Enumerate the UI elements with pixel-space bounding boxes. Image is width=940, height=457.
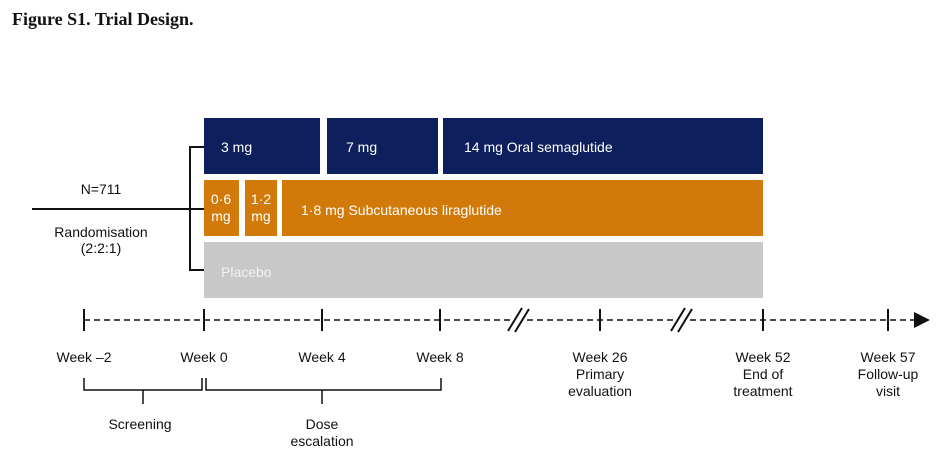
sema-3mg-label: 3 mg [221,139,252,155]
screening-bracket [83,378,203,404]
sema-7mg-label: 7 mg [346,139,377,155]
timeline-label: Week 26 [573,349,628,365]
dose-escalation-bracket [205,378,442,404]
figure-title: Figure S1. Trial Design. [12,9,194,29]
lira-1.8mg-bar [282,180,763,236]
randomisation-bracket [189,146,204,271]
lira-1.2-dose: 1·2 [251,191,271,207]
dose-escalation-label-2: escalation [290,433,353,449]
placebo-label: Placebo [221,264,272,280]
axis-break-2 [670,307,693,333]
dose-escalation-label-1: Dose [306,416,339,432]
randomisation-ratio: (2:2:1) [81,240,121,256]
lira-1.2-unit: mg [251,208,270,224]
timeline-ticks: Week –2 Week 0 Week 4 Week 8 Week 26Primarye… [57,309,919,399]
timeline-label: treatment [733,383,792,399]
lira-1.8mg-label: 1·8 mg Subcutaneous liraglutide [301,202,502,218]
sema-7mg-bar [327,118,438,174]
timeline-label: Primary [576,366,624,382]
timeline-axis [84,307,930,333]
lira-1.2mg-bar [245,180,277,236]
timeline-label: Week 52 [736,349,791,365]
placebo-bar [204,242,763,298]
lira-0.6-dose: 0·6 [211,191,231,207]
timeline-label: evaluation [568,383,632,399]
randomisation-label: Randomisation [54,224,147,240]
sample-size: N=711 [81,181,122,197]
timeline-label: Week –2 [57,349,112,365]
sema-14mg-label: 14 mg Oral semaglutide [464,139,613,155]
timeline-label: Week 0 [180,349,227,365]
timeline-label: End of [743,366,784,382]
screening-label: Screening [108,416,171,432]
timeline-label: Week 4 [298,349,345,365]
lira-0.6mg-bar [204,180,239,236]
axis-break-1 [507,307,530,333]
sema-3mg-bar [204,118,320,174]
arrow-head-icon [914,312,930,328]
sema-14mg-bar [443,118,763,174]
lira-0.6-unit: mg [211,208,230,224]
timeline-label: visit [876,383,900,399]
timeline-label: Follow-up [858,366,919,382]
timeline-label: Week 8 [416,349,463,365]
timeline-label: Week 57 [861,349,916,365]
